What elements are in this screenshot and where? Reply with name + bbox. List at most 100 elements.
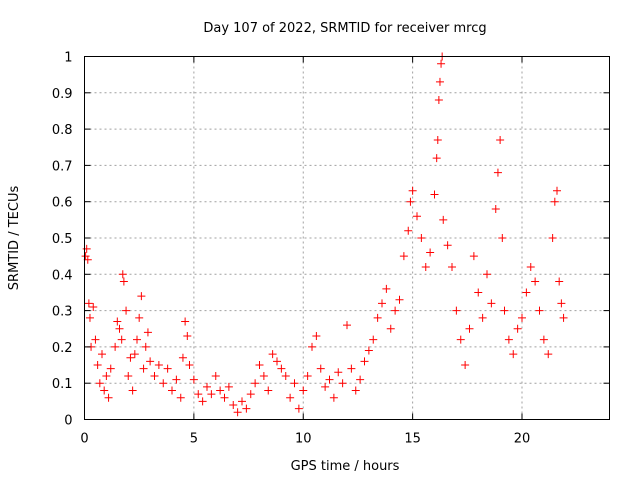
- data-point: [483, 270, 491, 279]
- data-point: [406, 197, 415, 206]
- y-tick-label: 0.1: [52, 377, 73, 392]
- data-point: [183, 332, 192, 341]
- data-point: [89, 302, 98, 311]
- data-point: [432, 154, 441, 163]
- data-point: [325, 375, 334, 384]
- data-point: [119, 277, 128, 286]
- data-point: [93, 361, 102, 370]
- data-point: [461, 361, 470, 370]
- data-point: [203, 382, 211, 391]
- data-point: [111, 342, 120, 351]
- data-point: [555, 277, 564, 286]
- data-point: [163, 364, 172, 373]
- data-point: [154, 361, 163, 370]
- y-axis-label: SRMTID / TECUs: [7, 186, 22, 291]
- x-tick-label: 15: [404, 432, 421, 447]
- data-point: [531, 277, 540, 286]
- data-point: [238, 397, 246, 406]
- data-point: [504, 335, 513, 344]
- data-point: [146, 357, 155, 366]
- data-point: [553, 186, 561, 195]
- data-point: [360, 357, 369, 366]
- y-tick-label: 0.6: [52, 196, 73, 211]
- data-point: [133, 335, 141, 344]
- data-point: [491, 204, 500, 213]
- data-point: [207, 390, 216, 399]
- data-point: [452, 306, 461, 315]
- chart-title: Day 107 of 2022, SRMTID for receiver mrc…: [203, 21, 486, 36]
- data-point: [83, 255, 92, 264]
- data-point: [557, 299, 566, 308]
- data-point: [255, 361, 264, 370]
- data-point: [159, 379, 168, 388]
- data-point: [356, 375, 365, 384]
- data-point: [550, 197, 559, 206]
- y-tick-label: 0.3: [52, 305, 73, 320]
- data-point: [194, 390, 203, 399]
- data-point: [264, 386, 273, 395]
- data-point: [198, 397, 207, 406]
- data-point: [130, 350, 139, 359]
- data-point: [135, 313, 144, 322]
- data-point: [102, 371, 111, 380]
- data-point: [522, 288, 531, 297]
- data-point: [113, 317, 122, 326]
- data-point: [435, 77, 444, 86]
- data-point: [496, 135, 505, 144]
- data-point: [518, 313, 526, 322]
- data-point: [535, 306, 544, 315]
- data-point: [408, 186, 417, 195]
- data-point: [81, 252, 90, 261]
- data-point: [137, 292, 146, 301]
- data-point: [539, 335, 548, 344]
- data-point: [91, 335, 100, 344]
- data-point: [246, 390, 255, 399]
- data-point: [443, 241, 452, 250]
- data-point: [172, 375, 181, 384]
- data-point: [224, 382, 233, 391]
- data-point: [364, 346, 373, 355]
- data-point: [286, 393, 295, 402]
- data-point: [141, 342, 150, 351]
- x-axis-label: GPS time / hours: [291, 459, 400, 474]
- data-point: [82, 244, 91, 253]
- y-tick-label: 0.7: [52, 159, 73, 174]
- data-point: [117, 335, 126, 344]
- data-point: [338, 379, 347, 388]
- data-point: [500, 306, 509, 315]
- data-point: [548, 234, 557, 242]
- data-point: [95, 379, 104, 388]
- data-point: [343, 321, 351, 330]
- data-point: [85, 313, 94, 322]
- data-point: [426, 248, 435, 257]
- data-point: [128, 386, 137, 395]
- data-point: [106, 364, 115, 373]
- axis-ticks: 00.10.20.30.40.50.60.70.80.910 5 10 15 20: [52, 51, 610, 447]
- data-point: [478, 313, 487, 322]
- data-point: [559, 313, 568, 322]
- data-point: [124, 371, 133, 380]
- data-point: [122, 306, 131, 315]
- data-point: [395, 295, 404, 304]
- data-point: [290, 379, 299, 388]
- data-point: [544, 350, 553, 359]
- data-point: [329, 393, 338, 402]
- data-point: [382, 284, 391, 293]
- x-tick-label: 20: [514, 432, 531, 447]
- y-tick-label: 0.9: [52, 87, 73, 102]
- data-point: [216, 386, 225, 395]
- data-point: [176, 393, 185, 402]
- x-tick-label: 0: [80, 432, 88, 447]
- data-point: [439, 215, 448, 224]
- x-tick-label: 10: [295, 432, 312, 447]
- data-point: [433, 135, 442, 144]
- data-point: [118, 270, 127, 279]
- data-point: [115, 324, 124, 333]
- grid: [84, 56, 610, 420]
- data-point: [469, 252, 478, 261]
- data-point: [277, 364, 286, 373]
- data-point: [299, 386, 308, 395]
- data-point: [316, 364, 325, 373]
